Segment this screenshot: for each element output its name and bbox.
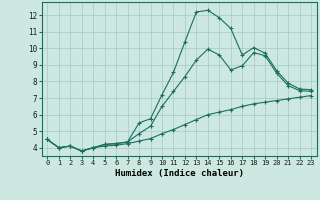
X-axis label: Humidex (Indice chaleur): Humidex (Indice chaleur) — [115, 169, 244, 178]
